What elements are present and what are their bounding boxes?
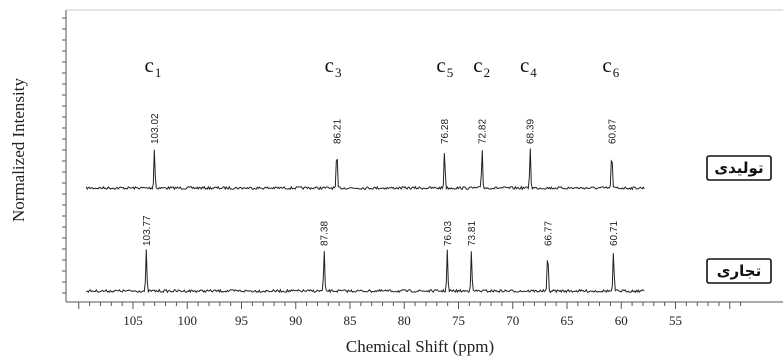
x-tick-label: 85 <box>344 313 357 328</box>
peak-label: 76.03 <box>443 221 454 246</box>
spectrum-line-1 <box>85 148 645 191</box>
spectrum-line-2 <box>86 249 645 294</box>
peak-label: 66.77 <box>543 221 554 246</box>
x-axis-label: Chemical Shift (ppm) <box>346 337 494 356</box>
carbon-label: c6 <box>602 53 619 80</box>
carbon-label: c4 <box>520 53 537 80</box>
x-tick-label: 80 <box>398 313 411 328</box>
x-tick-label: 55 <box>669 313 682 328</box>
x-tick-label: 70 <box>506 313 519 328</box>
peak-label: 72.82 <box>478 119 489 144</box>
y-axis-ticks <box>62 17 66 294</box>
carbon-label: c2 <box>473 53 490 80</box>
x-tick-label: 90 <box>289 313 302 328</box>
spectrum-traces <box>85 148 645 294</box>
x-tick-label: 95 <box>235 313 248 328</box>
y-axis-label: Normalized Intensity <box>9 78 28 222</box>
x-minor-ticks <box>78 302 742 309</box>
sample-label-box: تولیدی <box>706 155 772 181</box>
carbon-labels: c1 c3 c5 c2 c4 c6 <box>145 53 620 80</box>
peak-label: 73.81 <box>467 221 478 246</box>
peak-label: 76.28 <box>440 119 451 144</box>
x-tick-labels: 105 100 95 90 85 80 75 70 65 60 55 <box>123 313 682 328</box>
carbon-label: c1 <box>145 53 162 80</box>
x-tick-label: 75 <box>452 313 465 328</box>
peak-labels: 103.02 86.21 76.28 72.82 68.39 60.87 103.77 87.… <box>142 113 620 246</box>
sample-label-text: تولیدی <box>714 159 763 177</box>
sample-label-text: تجاری <box>717 262 761 280</box>
x-tick-label: 105 <box>123 313 143 328</box>
sample-labels: تولیدی تجاری <box>706 155 772 284</box>
peak-label: 87.38 <box>320 221 331 246</box>
peak-label: 60.87 <box>607 119 618 144</box>
x-tick-label: 100 <box>178 313 198 328</box>
x-tick-label: 65 <box>561 313 574 328</box>
peak-label: 68.39 <box>526 119 537 144</box>
carbon-label: c3 <box>325 53 342 80</box>
peak-label: 60.71 <box>609 221 620 246</box>
x-tick-label: 60 <box>615 313 628 328</box>
carbon-label: c5 <box>436 53 453 80</box>
peak-label: 86.21 <box>332 119 343 144</box>
peak-label: 103.02 <box>150 113 161 144</box>
peak-label: 103.77 <box>142 215 153 246</box>
plot-frame <box>65 9 783 303</box>
sample-label-box: تجاری <box>706 258 772 284</box>
